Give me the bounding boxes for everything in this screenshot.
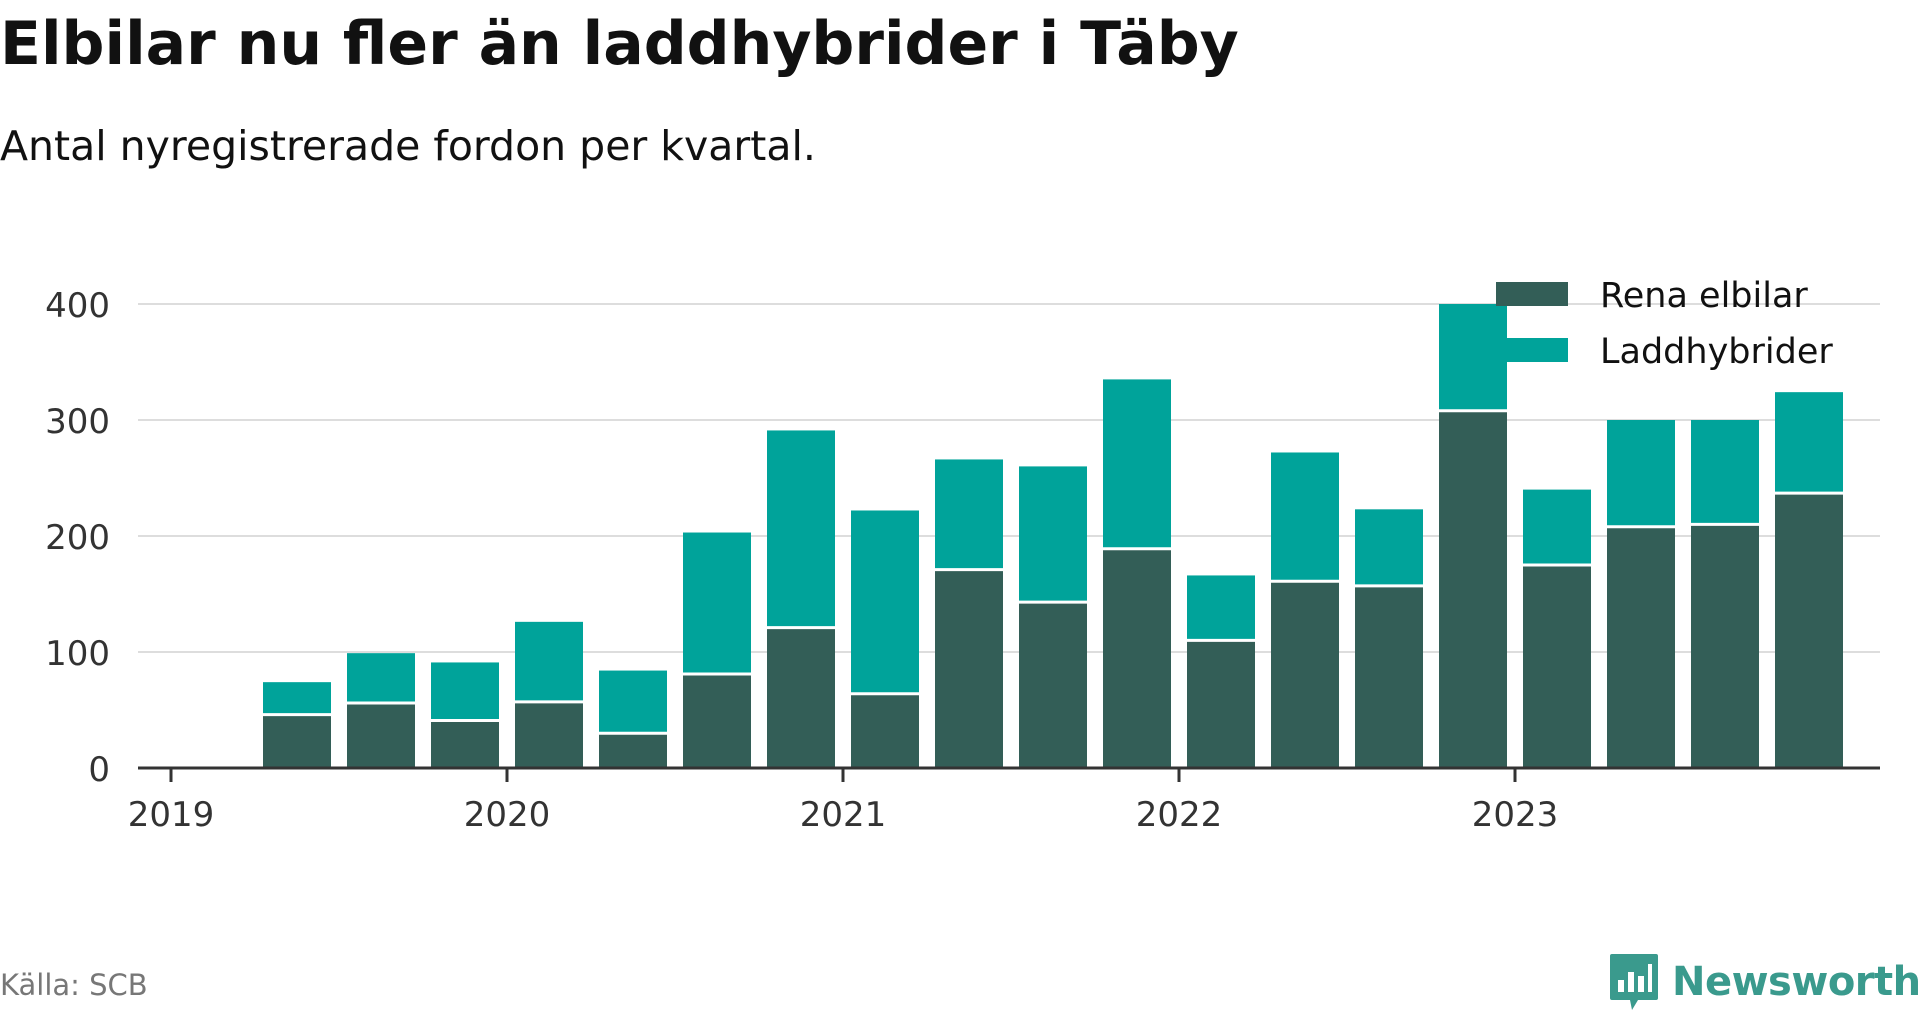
bar-laddhybrider [1103, 379, 1171, 549]
newsworthy-logo-icon [1610, 954, 1658, 1010]
y-axis-ticks: 0 100 200 300 400 [45, 286, 110, 790]
bar-laddhybrider [1607, 420, 1675, 527]
chart-subtitle: Antal nyregistrerade fordon per kvartal. [0, 122, 816, 170]
legend-item: Rena elbilar [1496, 276, 1808, 316]
bar-rena-elbilar [347, 703, 415, 768]
bar-laddhybrider [1271, 452, 1339, 582]
bar-laddhybrider [1439, 304, 1507, 411]
bar-rena-elbilar [1775, 493, 1843, 768]
bar-group [1187, 575, 1255, 768]
bar-group [347, 653, 415, 768]
bar-group [1523, 489, 1591, 768]
y-tick-label: 200 [45, 518, 110, 558]
bar-rena-elbilar [1691, 524, 1759, 768]
bar-laddhybrider [263, 682, 331, 715]
brand-logo[interactable]: Newsworthy [1608, 950, 1920, 1014]
x-tick-label: 2022 [1136, 795, 1223, 835]
bar-group [1103, 379, 1171, 768]
bar-laddhybrider [1775, 392, 1843, 494]
bar-rena-elbilar [1019, 602, 1087, 768]
bar-rena-elbilar [1103, 548, 1171, 768]
x-tick-label: 2021 [800, 795, 887, 835]
bar-rena-elbilar [431, 720, 499, 768]
bar-laddhybrider [851, 510, 919, 694]
bar-rena-elbilar [683, 674, 751, 768]
bar-rena-elbilar [767, 627, 835, 768]
legend-label: Laddhybrider [1600, 332, 1833, 372]
legend: Rena elbilar Laddhybrider [1496, 276, 1833, 372]
y-tick-label: 100 [45, 634, 110, 674]
bar-rena-elbilar [515, 701, 583, 768]
bar-laddhybrider [599, 670, 667, 734]
bar-group [1775, 392, 1843, 768]
bar-group [515, 621, 583, 768]
bar-rena-elbilar [263, 714, 331, 768]
bar-group [767, 430, 835, 768]
bar-laddhybrider [1355, 509, 1423, 586]
bar-group [599, 670, 667, 768]
y-tick-label: 300 [45, 402, 110, 442]
y-tick-label: 400 [45, 286, 110, 326]
bar-rena-elbilar [1355, 585, 1423, 768]
bar-laddhybrider [515, 621, 583, 702]
brand-name: Newsworthy [1672, 959, 1920, 1005]
bar-group [1271, 452, 1339, 768]
bar-rena-elbilar [935, 569, 1003, 768]
bar-group [431, 662, 499, 768]
bar-laddhybrider [1187, 575, 1255, 641]
source-note: Källa: SCB [0, 968, 148, 1002]
bar-group [851, 510, 919, 768]
bar-rena-elbilar [1523, 565, 1591, 768]
bar-laddhybrider [431, 662, 499, 721]
bar-rena-elbilar [1271, 581, 1339, 768]
bar-rena-elbilar [1439, 410, 1507, 768]
chart-title: Elbilar nu fler än laddhybrider i Täby [0, 9, 1239, 79]
bar-rena-elbilar [599, 733, 667, 768]
bar-group [263, 682, 331, 768]
bar-rena-elbilar [1607, 526, 1675, 768]
bar-laddhybrider [935, 459, 1003, 570]
bar-laddhybrider [1019, 466, 1087, 603]
bar-group [935, 459, 1003, 768]
x-tick-label: 2019 [128, 795, 215, 835]
x-axis: 2019 2020 2021 2022 2023 [128, 766, 1880, 835]
bar-group [1019, 466, 1087, 768]
bar-group [1439, 304, 1507, 768]
x-tick-label: 2020 [464, 795, 551, 835]
bars [263, 304, 1843, 768]
bar-laddhybrider [1691, 420, 1759, 525]
legend-label: Rena elbilar [1600, 276, 1808, 316]
bar-group [1691, 420, 1759, 768]
bar-laddhybrider [767, 430, 835, 628]
bar-laddhybrider [1523, 489, 1591, 565]
x-tick-label: 2023 [1472, 795, 1559, 835]
bar-group [1355, 509, 1423, 768]
bar-group [683, 532, 751, 768]
bar-rena-elbilar [1187, 640, 1255, 768]
y-tick-label: 0 [88, 750, 110, 790]
bar-group [1607, 420, 1675, 768]
bar-laddhybrider [347, 653, 415, 704]
bar-laddhybrider [683, 532, 751, 675]
legend-swatch [1496, 282, 1568, 306]
bar-rena-elbilar [851, 693, 919, 768]
legend-swatch [1496, 338, 1568, 362]
legend-item: Laddhybrider [1496, 332, 1833, 372]
